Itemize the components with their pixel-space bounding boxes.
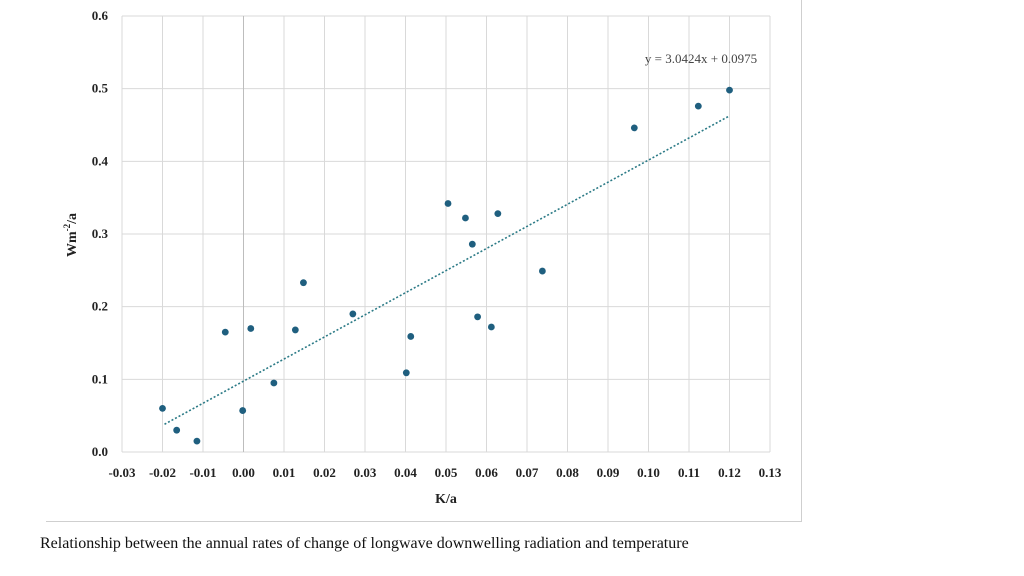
scatter-chart: -0.03 -0.02 -0.01 0.00 0.01 0.02 0.03 0.04 0.05 0…	[62, 8, 782, 507]
x-tick-label: 0.13	[759, 465, 782, 480]
x-tick-label: 0.04	[394, 465, 417, 480]
figure-caption: Relationship between the annual rates of…	[40, 535, 689, 552]
x-tick-labels: -0.03 -0.02 -0.01 0.00 0.01 0.02 0.03 0.04 0.05 0…	[108, 465, 781, 480]
x-tick-label: -0.01	[189, 465, 216, 480]
data-point	[239, 407, 247, 414]
y-tick-labels: 0.0 0.1 0.2 0.3 0.4 0.5 0.6	[92, 8, 109, 459]
data-point	[494, 210, 502, 218]
trendline-equation: y = 3.0424x + 0.0975	[645, 51, 757, 66]
y-tick-label: 0.5	[92, 81, 109, 96]
data-point	[694, 102, 702, 110]
y-tick-label: 0.6	[92, 8, 109, 23]
data-point	[402, 369, 410, 377]
x-tick-label: 0.01	[273, 465, 296, 480]
y-tick-label: 0.4	[92, 153, 109, 168]
trend-layer	[164, 115, 730, 425]
points-layer	[159, 86, 733, 445]
x-tick-label: 0.11	[678, 465, 700, 480]
data-point	[538, 267, 546, 275]
data-point	[349, 310, 357, 318]
data-point	[221, 328, 229, 336]
data-point	[474, 313, 481, 321]
y-tick-label: 0.3	[92, 226, 109, 241]
x-tick-label: 0.10	[637, 465, 660, 480]
data-point	[407, 333, 415, 340]
data-point	[630, 124, 638, 132]
x-tick-label: 0.08	[556, 465, 579, 480]
y-tick-label: 0.2	[92, 299, 108, 314]
data-point	[270, 379, 278, 387]
data-point	[300, 279, 307, 287]
x-tick-label: -0.03	[108, 465, 136, 480]
data-point	[193, 437, 201, 445]
x-tick-label: 0.06	[475, 465, 498, 480]
y-axis-title-tail: /a	[65, 213, 80, 225]
y-axis-title-base: Wm	[65, 231, 80, 257]
x-tick-label: 0.05	[435, 465, 458, 480]
data-point	[159, 405, 166, 412]
x-tick-label: 0.12	[718, 465, 741, 480]
grid-layer	[121, 15, 771, 453]
data-point	[468, 240, 476, 248]
data-point	[487, 323, 495, 331]
x-tick-label: 0.03	[354, 465, 377, 480]
data-point	[173, 426, 181, 434]
y-tick-label: 0.1	[92, 371, 108, 386]
data-point	[462, 214, 469, 222]
y-axis-title-sup: -2	[62, 223, 72, 231]
trendline	[164, 115, 730, 425]
x-tick-label: 0.07	[516, 465, 539, 480]
x-tick-label: 0.02	[313, 465, 336, 480]
data-point	[291, 326, 299, 334]
x-tick-label: 0.09	[597, 465, 620, 480]
x-tick-label: -0.02	[149, 465, 176, 480]
data-point	[726, 86, 733, 94]
chart-frame: -0.03 -0.02 -0.01 0.00 0.01 0.02 0.03 0.04 0.05 0…	[46, 0, 802, 522]
y-tick-label: 0.0	[92, 444, 108, 459]
y-axis-title: Wm-2/a	[62, 213, 80, 257]
data-point	[247, 325, 255, 332]
x-axis-title: K/a	[435, 492, 457, 507]
data-point	[444, 200, 452, 207]
x-tick-label: 0.00	[232, 465, 255, 480]
